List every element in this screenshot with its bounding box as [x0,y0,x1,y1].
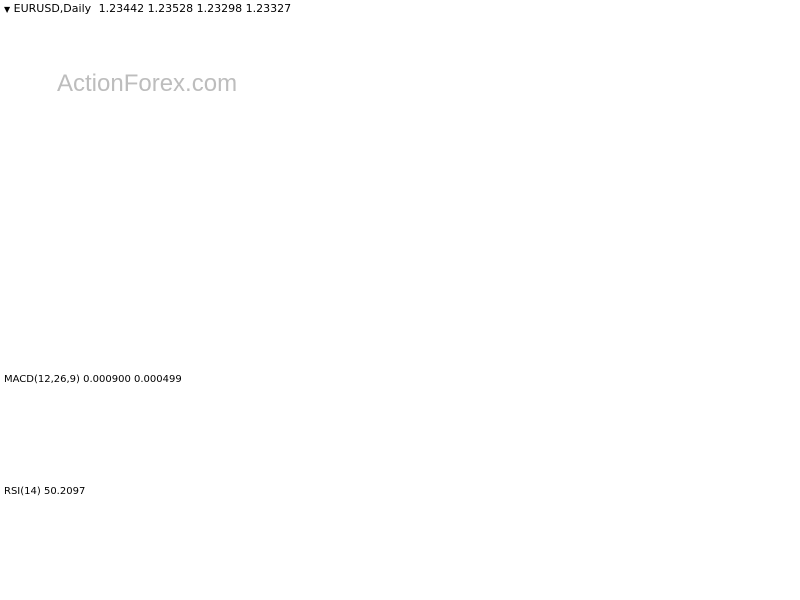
price-tick-label: 1.03035 [761,363,800,374]
macd-signal-line [2,379,732,455]
price-label: 1.15530 [487,178,528,189]
symbol-label: EURUSD,Daily [13,2,92,15]
rsi-tick-label: 70 [761,511,774,522]
trendline [637,65,732,81]
x-tick-label: 14 Feb 2017 [131,585,193,596]
rsi-line [3,503,732,550]
x-tick-label: 15 May 2017 [258,585,323,596]
price-tick-label: 1.22470 [761,62,800,73]
price-label-box [185,327,231,341]
price-panel-border [0,8,756,369]
price-tick-label: 1.13825 [761,196,800,207]
x-tick-label: 30 Dec 2016 [67,585,131,596]
current-price-box [756,45,800,60]
rsi-panel-border [0,483,756,581]
x-tick-label: 26 Dec 2017 [576,585,640,596]
macd-panel-border [0,371,756,482]
price-tick-label: 1.09470 [761,263,800,274]
price-label-box [594,6,640,20]
price-label-box [386,77,432,91]
price-label: 1.25550 [596,9,637,20]
macd-line [2,373,732,458]
collapse-triangle-icon[interactable]: ▼ [4,5,11,14]
price-tick-label: 1.24615 [761,29,800,40]
x-tick-label: 9 Feb 2018 [639,585,695,596]
x-tick-label: 30 Mar 2017 [194,585,257,596]
price-tick-label: 1.07325 [761,297,800,308]
ohlc-values: 1.23442 1.23528 1.23298 1.23327 [98,2,292,15]
price-label: 1.08280 [93,276,134,287]
macd-tick-label: 0.01512 [761,373,800,384]
x-tick-label: 28 Jun 2017 [322,585,382,596]
current-price-label: 1.23327 [760,49,800,60]
macd-tick-label: 0.00 [761,424,783,435]
fib-level-label: 38.2 [730,138,752,149]
watermark: ActionForex.com [57,70,238,97]
rsi-tick-label: 100 [761,486,780,497]
price-tick-label: 1.05180 [761,330,800,341]
price-label-box [485,175,531,189]
fib-level-label: 61.8 [730,217,752,228]
price-tick-label: 1.11615 [761,230,800,241]
rsi-tick-label: 0 [761,568,767,579]
x-tick-label: 16 Nov 2016 [4,585,68,596]
price-tick-label: 1.15970 [761,163,800,174]
x-tick-label: 11 Aug 2017 [385,585,449,596]
chart-header: ▼ EURUSD,Daily 1.23442 1.23528 1.23298 1… [4,2,291,15]
trendline [208,63,732,345]
rsi-tick-label: 30 [761,543,774,554]
price-label: 1.20910 [388,80,429,91]
x-tick-label: 9 Nov 2017 [512,585,570,596]
price-label-box [90,273,136,287]
macd-title: MACD(12,26,9) 0.000900 0.000499 [4,374,182,385]
fib-level-label: 38.2 [730,15,752,26]
x-tick-label: 27 Mar 2018 [703,585,766,596]
x-tick-label: 26 Sep 2017 [449,585,512,596]
price-tick-label: 1.20260 [761,96,800,107]
trendline [616,18,732,38]
macd-tick-label: -0.013938 [761,471,800,482]
price-label: 1.05690 [188,330,229,341]
price-tick-label: 1.18115 [761,130,800,141]
rsi-title: RSI(14) 50.2097 [4,486,86,497]
